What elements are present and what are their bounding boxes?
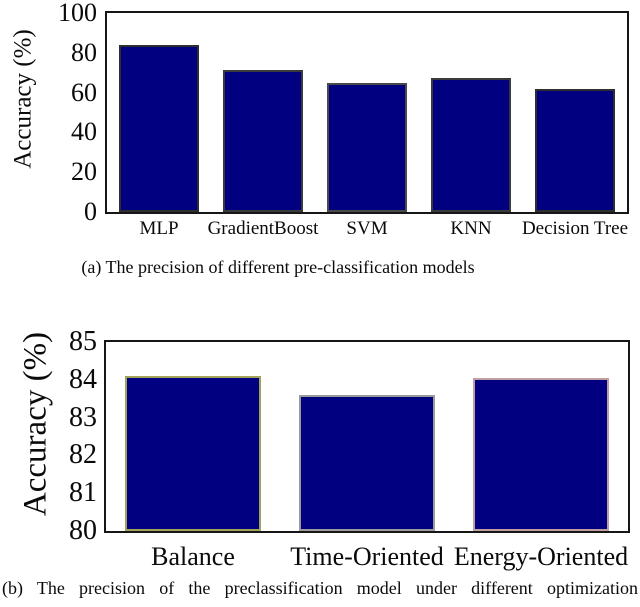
x-category-label: Time-Oriented xyxy=(290,542,444,571)
x-category-label: MLP xyxy=(139,218,179,239)
x-category-label: SVM xyxy=(346,218,388,239)
bar-time-oriented xyxy=(298,394,436,531)
x-category-label: KNN xyxy=(450,218,492,239)
x-category-label: GradientBoost xyxy=(207,218,319,239)
y-tick-label: 0 xyxy=(84,197,97,226)
chart-a-caption: (a) The precision of different pre-class… xyxy=(81,257,475,277)
y-tick-label: 83 xyxy=(69,401,97,433)
y-tick-label: 82 xyxy=(69,439,97,471)
y-tick-label: 60 xyxy=(71,77,97,107)
x-category-label: Balance xyxy=(151,542,235,571)
y-tick-label: 80 xyxy=(71,37,97,67)
bar-mlp xyxy=(119,44,199,212)
bar-svm xyxy=(327,82,407,212)
y-tick-label: 40 xyxy=(71,117,97,147)
y-tick-label: 85 xyxy=(69,326,97,357)
y-tick-label: 80 xyxy=(69,515,97,546)
y-tick-label: 20 xyxy=(71,157,97,187)
bar-decision-tree xyxy=(535,88,615,212)
bar-gradientboost xyxy=(223,69,303,212)
x-category-label: Decision Tree xyxy=(521,218,629,239)
chart-b-caption: (b) The precision of the preclassificati… xyxy=(2,578,638,598)
chart-b-plot-area xyxy=(104,340,630,533)
y-tick-label: 84 xyxy=(69,363,97,395)
bar-knn xyxy=(431,77,511,212)
y-tick-label: 100 xyxy=(58,0,97,27)
bar-energy-oriented xyxy=(472,377,610,531)
y-tick-label: 81 xyxy=(69,477,97,509)
chart-a-plot-area xyxy=(105,11,629,214)
x-category-label: Energy-Oriented xyxy=(453,542,629,571)
bar-balance xyxy=(124,376,262,531)
